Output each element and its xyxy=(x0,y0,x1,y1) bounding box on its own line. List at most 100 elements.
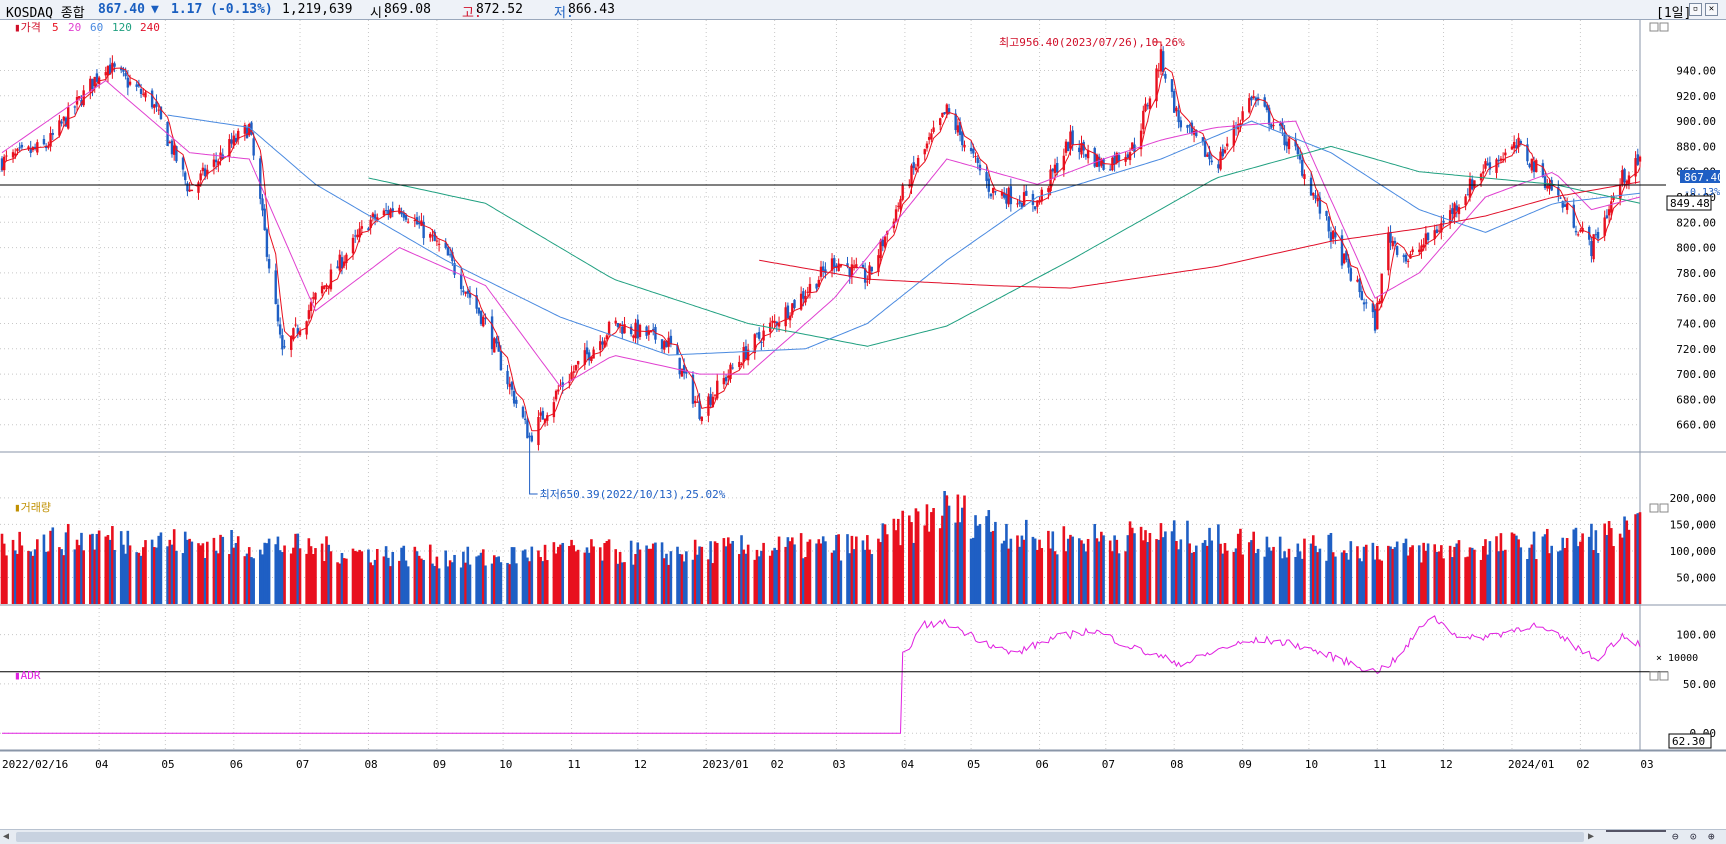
scroll-right-icon[interactable]: ▶ xyxy=(1588,831,1595,842)
volume-bar xyxy=(1548,553,1551,604)
volume-bar xyxy=(824,541,827,604)
vol-panel-max-icon[interactable] xyxy=(1649,503,1659,513)
candle xyxy=(312,297,315,299)
volume-bar xyxy=(263,542,266,604)
volume-bar xyxy=(73,549,77,604)
volume-bar xyxy=(879,542,882,604)
volume-bar xyxy=(1453,546,1456,604)
volume-bar xyxy=(850,535,854,604)
volume-bar xyxy=(484,565,487,604)
volume-bar xyxy=(808,539,812,604)
volume-bar xyxy=(722,538,726,604)
zoom-slider[interactable] xyxy=(1606,830,1666,832)
chart-area[interactable]: 2022/02/16 04 05 06 07 08 09 10 11 12 2023/01 02 03 0… xyxy=(0,20,1726,829)
candle xyxy=(29,148,32,153)
candle xyxy=(1574,230,1578,233)
volume-bar xyxy=(261,554,264,604)
candle xyxy=(1501,158,1505,161)
period-selector[interactable]: [1일] xyxy=(1656,6,1692,21)
y-tick-label: 900.00 xyxy=(1676,115,1716,128)
candle xyxy=(1210,160,1213,163)
volume-bar xyxy=(375,548,379,604)
volume-bar xyxy=(16,553,19,604)
candle xyxy=(1504,152,1507,156)
candle xyxy=(1170,79,1174,92)
volume-bar xyxy=(62,555,66,604)
candle xyxy=(1325,210,1328,217)
candle xyxy=(1095,154,1099,167)
scroll-thumb[interactable] xyxy=(16,832,1584,842)
volume-bar xyxy=(974,515,977,604)
panel-close-icon[interactable] xyxy=(1659,22,1669,32)
volume-bar xyxy=(1373,559,1377,604)
candle xyxy=(47,146,50,148)
volume-bar xyxy=(475,556,478,604)
x-tick-label: 09 xyxy=(433,758,446,771)
volume-bar xyxy=(1239,528,1242,604)
candle xyxy=(528,435,531,437)
volume-bar xyxy=(1025,519,1028,604)
candle xyxy=(738,361,741,367)
volume-bar xyxy=(877,538,880,604)
panel-max-icon[interactable] xyxy=(1649,22,1659,32)
candle xyxy=(1349,268,1353,281)
candle xyxy=(1479,173,1483,181)
restore-icon[interactable]: ▫ xyxy=(1689,3,1702,16)
candle xyxy=(358,228,361,238)
volume-bar xyxy=(371,565,375,604)
candle xyxy=(1327,216,1330,232)
candle xyxy=(1025,190,1028,196)
candle xyxy=(647,330,651,335)
candle xyxy=(376,217,379,221)
candle xyxy=(1175,107,1178,112)
candle xyxy=(932,127,935,132)
last-price-label: 867.40 xyxy=(1684,171,1724,184)
candle xyxy=(475,295,478,309)
close-icon[interactable]: ✕ xyxy=(1705,3,1718,16)
candle xyxy=(382,210,386,216)
y-tick-label: 100,000 xyxy=(1670,545,1716,558)
horizontal-scrollbar[interactable]: ◀ ▶ ⊖ ⊙ ⊕ xyxy=(0,829,1726,844)
zoom-out-icon[interactable]: ⊖ xyxy=(1672,830,1679,843)
vol-panel-close-icon[interactable] xyxy=(1659,503,1669,513)
candle xyxy=(561,382,564,387)
volume-bar xyxy=(784,546,787,604)
candle xyxy=(51,132,54,135)
candle xyxy=(1267,107,1271,125)
candle xyxy=(1093,147,1096,167)
adr-panel-max-icon[interactable] xyxy=(1649,671,1659,681)
volume-bar xyxy=(1252,531,1255,604)
volume-bar xyxy=(793,544,796,604)
candle xyxy=(819,266,823,277)
x-tick-label: 02 xyxy=(771,758,784,771)
candle xyxy=(806,291,809,293)
volume-bar xyxy=(33,549,37,604)
candle xyxy=(1203,140,1207,157)
candle xyxy=(451,251,454,262)
volume-bar xyxy=(124,553,127,604)
candle xyxy=(693,400,697,404)
zoom-reset-icon[interactable]: ⊙ xyxy=(1690,830,1697,843)
volume-bar xyxy=(1000,543,1004,604)
candle xyxy=(506,370,509,385)
volume-bar xyxy=(369,562,372,604)
volume-bar xyxy=(166,546,169,604)
candle xyxy=(232,135,235,146)
candle xyxy=(1047,188,1050,192)
zoom-in-icon[interactable]: ⊕ xyxy=(1708,830,1715,843)
volume-bar xyxy=(1433,544,1436,604)
volume-bar xyxy=(1618,533,1622,604)
volume-bar xyxy=(568,545,571,604)
volume-bar xyxy=(181,553,185,604)
volume-bar xyxy=(1497,551,1501,604)
candle xyxy=(667,337,670,347)
candle xyxy=(1471,179,1474,190)
x-tick-label: 09 xyxy=(1239,758,1252,771)
candle xyxy=(1376,302,1379,330)
ma240-line xyxy=(759,181,1641,289)
volume-bar xyxy=(976,525,980,604)
volume-bar xyxy=(855,536,858,604)
scroll-left-icon[interactable]: ◀ xyxy=(3,831,10,842)
adr-panel-close-icon[interactable] xyxy=(1659,671,1669,681)
candle xyxy=(139,88,143,95)
